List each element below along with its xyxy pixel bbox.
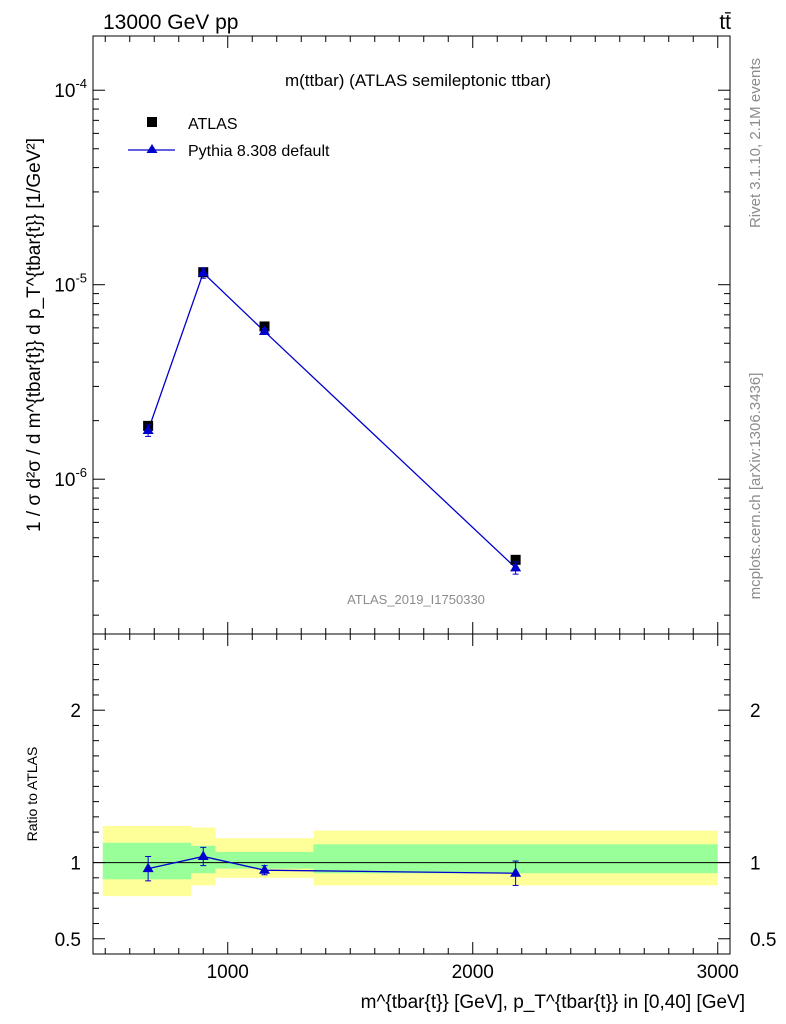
rivet-version-label: Rivet 3.1.10, 2.1M events <box>747 58 764 228</box>
main-y-tick-label: 10-4 <box>54 76 87 102</box>
ratio-axis-ticks <box>93 634 730 954</box>
ratio-y-tick-label-left: 2 <box>70 701 81 722</box>
ratio-y-tick-label-right: 1 <box>750 854 761 875</box>
main-y-tick-labels: 10-6 10-5 10-4 <box>54 76 87 491</box>
ratio-y-axis-label: Ratio to ATLAS <box>24 747 40 842</box>
stat-uncertainty-band <box>102 842 191 880</box>
ratio-data-point <box>259 864 270 874</box>
pythia-data-point <box>510 561 522 572</box>
legend-pythia-label: Pythia 8.308 default <box>188 143 330 160</box>
legend-atlas-label: ATLAS <box>188 116 238 133</box>
x-axis-label: m^{tbar{t}} [GeV], p_T^{tbar{t}} in [0,4… <box>361 992 745 1013</box>
legend-atlas-marker <box>147 117 157 127</box>
main-y-axis-label: 1 / σ d²σ / d m^{tbar{t}} d p_T^{tbar{t}… <box>24 138 45 532</box>
ratio-y-tick-label-left: 1 <box>70 854 81 875</box>
collision-energy-label: 13000 GeV pp <box>103 11 238 34</box>
pythia-data-point <box>197 266 209 277</box>
process-label: tt̄ <box>719 11 731 34</box>
ratio-data-point <box>197 850 209 860</box>
x-tick-labels: 1000 2000 3000 <box>207 962 739 983</box>
legend-pythia-marker <box>146 144 158 153</box>
mcplots-label: mcplots.cern.ch [arXiv:1306.3436] <box>747 373 764 600</box>
ratio-y-tick-label-left: 0.5 <box>55 930 81 951</box>
ratio-data-point <box>510 867 522 877</box>
x-tick-label: 1000 <box>207 962 249 983</box>
ratio-uncertainty-bands <box>102 826 718 897</box>
pythia-series-line <box>147 271 517 569</box>
ratio-y-tick-label-right: 0.5 <box>750 930 776 951</box>
atlas-data-point <box>510 554 521 565</box>
ratio-y-tick-label-right: 2 <box>750 701 761 722</box>
pythia-data-point <box>259 325 270 335</box>
ratio-data-point <box>142 862 154 873</box>
pythia-data-point <box>142 424 154 435</box>
ratio-series-line <box>147 855 516 874</box>
analysis-watermark: ATLAS_2019_I1750330 <box>347 592 485 607</box>
main-data-layer <box>142 266 522 575</box>
chart-title: m(ttbar) (ATLAS semileptonic ttbar) <box>285 71 551 90</box>
ratio-data-layer <box>142 846 522 886</box>
main-y-tick-label: 10-6 <box>54 465 87 491</box>
ratio-panel-frame <box>92 633 731 955</box>
ratio-y-tick-labels: 0.5 0.5 1 1 2 2 <box>55 701 777 951</box>
main-axis-ticks <box>93 36 730 634</box>
legend: ATLAS Pythia 8.308 default <box>128 116 330 160</box>
main-y-tick-label: 10-5 <box>54 271 87 297</box>
x-tick-label: 3000 <box>697 962 739 983</box>
x-tick-label: 2000 <box>452 962 494 983</box>
